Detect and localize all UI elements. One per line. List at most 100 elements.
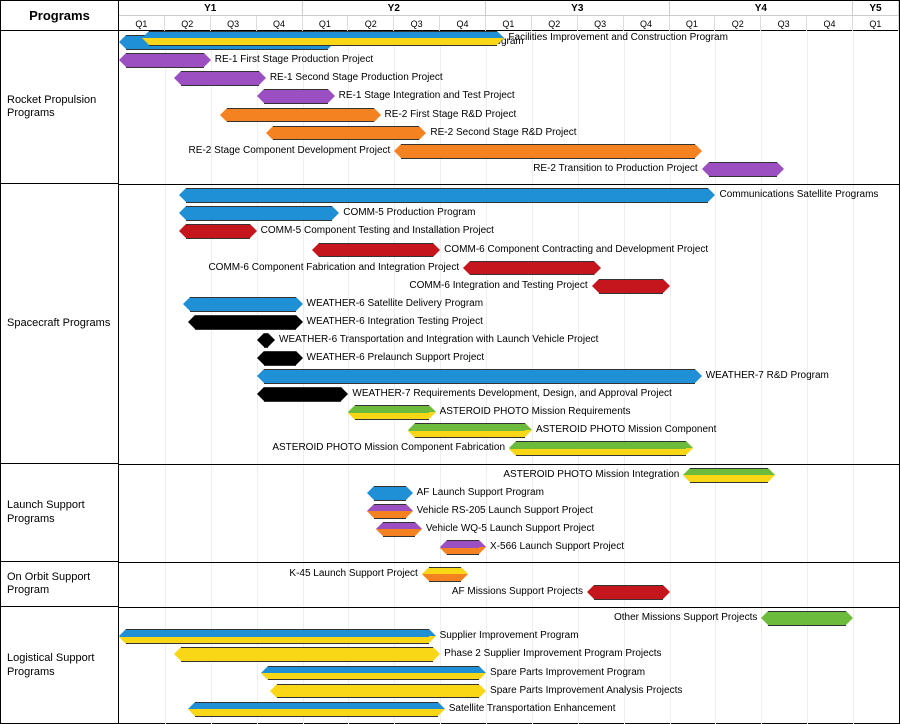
quarter-header: Q4 [624,16,670,31]
year-header: Y5 [853,1,899,15]
gantt-bar: ASTEROID PHOTO Mission Integration [119,468,899,483]
quarter-header: Q2 [715,16,761,31]
gantt-bar: RE-1 First Stage Production Project [119,53,899,68]
gantt-bar: WEATHER-6 Prelaunch Support Project [119,351,899,366]
bar-label: WEATHER-6 Transportation and Integration… [279,333,598,348]
bar-label: K-45 Launch Support Project [289,567,417,582]
gantt-bar: AF Missions Support Projects [119,585,899,600]
bar-label: COMM-6 Component Contracting and Develop… [444,243,708,258]
gantt-bar: Vehicle RS-205 Launch Support Project [119,504,899,519]
bar-label: WEATHER-7 Requirements Development, Desi… [352,387,671,402]
bar-label: Other Missions Support Projects [614,611,757,626]
year-header: Y2 [303,1,487,15]
gantt-bar: RE-1 Stage Integration and Test Project [119,89,899,104]
gantt-bar: Spare Parts Improvement Program [119,666,899,681]
gantt-bar: AF Launch Support Program [119,486,899,501]
quarter-header: Q1 [119,16,165,31]
chart-body: Rocket Propulsion ProgramsSpacecraft Pro… [1,31,899,724]
bar-label: Supplier Improvement Program [440,629,579,644]
gantt-bar: Supplier Improvement Program [119,629,899,644]
quarter-header: Q3 [394,16,440,31]
quarter-header: Q2 [165,16,211,31]
quarter-header: Q4 [257,16,303,31]
bar-label: RE-2 Second Stage R&D Project [430,126,576,141]
category-label: Rocket Propulsion Programs [1,31,118,184]
quarter-header: Q1 [486,16,532,31]
timeline-header: Y1Y2Y3Y4Y5Q1Q2Q3Q4Q1Q2Q3Q4Q1Q2Q3Q4Q1Q2Q3… [119,1,899,30]
bar-label: RE-2 Transition to Production Project [533,162,698,177]
quarter-header: Q1 [670,16,716,31]
bar-label: RE-1 Second Stage Production Project [270,71,443,86]
quarter-header: Q1 [853,16,899,31]
category-label: Launch Support Programs [1,464,118,563]
gantt-bar: RE-2 First Stage R&D Project [119,108,899,123]
gantt-bar: Vehicle WQ-5 Launch Support Project [119,522,899,537]
category-label: Spacecraft Programs [1,184,118,464]
bar-label: COMM-5 Production Program [343,206,475,221]
bar-label: COMM-6 Integration and Testing Project [409,279,587,294]
programs-header: Programs [1,1,119,30]
gantt-bar: Facilities Improvement and Construction … [119,31,899,46]
bar-label: Facilities Improvement and Construction … [508,31,728,46]
bar-label: Vehicle WQ-5 Launch Support Project [426,522,594,537]
quarter-header: Q3 [578,16,624,31]
gantt-area: RE-1 Launch Vehicle Production ProgramRE… [119,31,899,724]
gantt-bar: WEATHER-6 Integration Testing Project [119,315,899,330]
gantt-bar: WEATHER-7 R&D Program [119,369,899,384]
bar-label: ASTEROID PHOTO Mission Component [536,423,716,438]
gantt-bar: RE-2 Stage Component Development Project [119,144,899,159]
year-header: Y1 [119,1,303,15]
gantt-chart: Programs Y1Y2Y3Y4Y5Q1Q2Q3Q4Q1Q2Q3Q4Q1Q2Q… [0,0,900,724]
bar-label: WEATHER-6 Prelaunch Support Project [307,351,485,366]
gantt-bar: ASTEROID PHOTO Mission Component Fabrica… [119,441,899,456]
bar-label: WEATHER-7 R&D Program [706,369,829,384]
bar-label: Communications Satellite Programs [719,188,878,203]
year-header: Y4 [670,1,854,15]
gantt-bar: RE-2 Transition to Production Project [119,162,899,177]
bar-label: Phase 2 Supplier Improvement Program Pro… [444,647,661,662]
quarter-header: Q3 [211,16,257,31]
bar-label: X-566 Launch Support Project [490,540,624,555]
gantt-bar: Other Missions Support Projects [119,611,899,626]
gantt-bar: COMM-6 Integration and Testing Project [119,279,899,294]
bar-label: RE-1 Stage Integration and Test Project [339,89,515,104]
gantt-bar: WEATHER-7 Requirements Development, Desi… [119,387,899,402]
bar-label: COMM-6 Component Fabrication and Integra… [208,261,459,276]
bar-label: RE-2 First Stage R&D Project [385,108,517,123]
bar-label: AF Launch Support Program [417,486,544,501]
bar-label: Spare Parts Improvement Program [490,666,645,681]
gantt-bar: X-566 Launch Support Project [119,540,899,555]
bar-label: COMM-5 Component Testing and Installatio… [261,224,494,239]
bar-label: RE-2 Stage Component Development Project [189,144,391,159]
bar-label: ASTEROID PHOTO Mission Requirements [440,405,631,420]
quarter-header: Q2 [532,16,578,31]
timeline-header-row: Programs Y1Y2Y3Y4Y5Q1Q2Q3Q4Q1Q2Q3Q4Q1Q2Q… [1,1,899,31]
gantt-bar: COMM-6 Component Fabrication and Integra… [119,261,899,276]
bar-label: RE-1 First Stage Production Project [215,53,373,68]
bar-label: Satellite Transportation Enhancement [449,702,616,717]
gantt-bar: Satellite Transportation Enhancement [119,702,899,717]
bar-label: WEATHER-6 Satellite Delivery Program [307,297,484,312]
gantt-bar: K-45 Launch Support Project [119,567,899,582]
gantt-bar: Spare Parts Improvement Analysis Project… [119,684,899,699]
bar-label: Vehicle RS-205 Launch Support Project [417,504,593,519]
year-header: Y3 [486,1,670,15]
gantt-bar: RE-2 Second Stage R&D Project [119,126,899,141]
gantt-bar: ASTEROID PHOTO Mission Component [119,423,899,438]
gantt-bar: RE-1 Second Stage Production Project [119,71,899,86]
category-column: Rocket Propulsion ProgramsSpacecraft Pro… [1,31,119,724]
quarter-header: Q4 [440,16,486,31]
quarter-header: Q4 [807,16,853,31]
gantt-bar: Communications Satellite Programs [119,188,899,203]
gantt-bar: COMM-6 Component Contracting and Develop… [119,243,899,258]
bar-label: ASTEROID PHOTO Mission Integration [503,468,679,483]
gantt-bar: COMM-5 Component Testing and Installatio… [119,224,899,239]
gantt-bar: WEATHER-6 Transportation and Integration… [119,333,899,348]
gantt-bar: COMM-5 Production Program [119,206,899,221]
gantt-bar: WEATHER-6 Satellite Delivery Program [119,297,899,312]
quarter-header: Q3 [761,16,807,31]
gantt-bar: ASTEROID PHOTO Mission Requirements [119,405,899,420]
quarter-header: Q1 [303,16,349,31]
bar-label: WEATHER-6 Integration Testing Project [307,315,483,330]
bar-label: AF Missions Support Projects [452,585,583,600]
